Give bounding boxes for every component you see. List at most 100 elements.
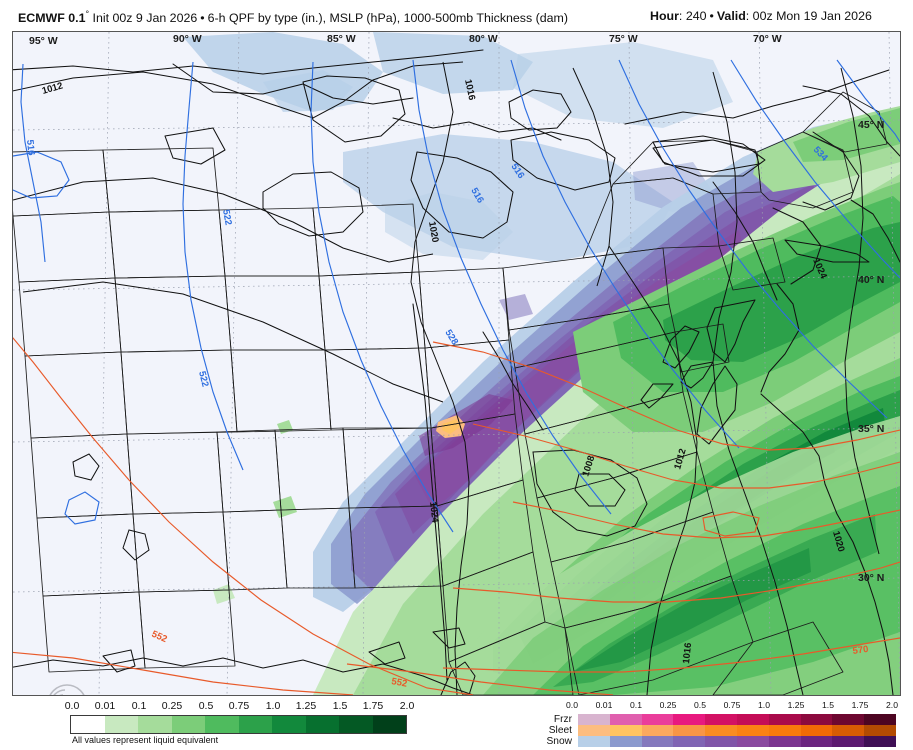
rain-tick-0: 0.0 [64,700,80,712]
frzr-swatch-8 [832,714,865,725]
sleet-legend-row: Sleet [494,725,906,736]
svg-text:1016: 1016 [681,642,694,664]
rain-legend-ticks: 0.0 0.01 0.1 0.25 0.5 0.75 1.0 1.25 1.5 … [12,700,460,714]
svg-text:1024: 1024 [427,501,441,524]
rain-tick-8: 1.5 [332,700,348,712]
type-tick-0: 0.0 [566,700,578,710]
svg-text:35° N: 35° N [858,423,884,435]
rain-tick-10: 2.0 [399,700,415,712]
snow-legend-row: Snow [494,736,906,747]
rain-swatch-0 [71,716,105,733]
rain-swatch-6 [272,716,306,733]
rain-tick-3: 0.25 [161,700,183,712]
title-left: ECMWF 0.1° Init 00z 9 Jan 2026 • 6-h QPF b… [18,9,568,25]
snow-label: Snow [546,736,572,747]
header-separator-1: • [200,11,205,26]
rain-swatch-8 [339,716,373,733]
svg-text:85° W: 85° W [327,33,356,45]
sleet-colorbar[interactable] [578,725,896,736]
sleet-swatch-2 [641,725,674,736]
hour-label: Hour [650,9,679,23]
type-tick-5: 0.75 [723,700,741,710]
valid-value: 00z Mon 19 Jan 2026 [752,9,872,23]
sleet-swatch-0 [578,725,610,736]
sleet-label: Sleet [548,725,572,736]
snow-swatch-3 [673,736,706,747]
type-tick-6: 1.0 [758,700,770,710]
thickness-warm-contours [13,337,900,695]
rain-swatch-4 [205,716,239,733]
rain-swatch-9 [372,716,406,733]
init-time: Init 00z 9 Jan 2026 [92,11,198,26]
model-name: ECMWF 0.1 [18,11,86,26]
svg-text:75° W: 75° W [609,33,638,45]
state-borders [13,91,888,695]
frzr-swatch-2 [641,714,674,725]
header-bar: ECMWF 0.1° Init 00z 9 Jan 2026 • 6-h QPF b… [0,0,913,31]
snow-swatch-0 [578,736,610,747]
rain-swatch-1 [104,716,138,733]
snow-swatch-7 [800,736,833,747]
frzr-colorbar[interactable] [578,714,896,725]
graticule [13,32,900,695]
svg-text:1020: 1020 [426,221,441,244]
frzr-swatch-7 [800,714,833,725]
svg-text:1016: 1016 [462,78,477,101]
frzr-swatch-3 [673,714,706,725]
frzr-swatch-6 [768,714,801,725]
type-tick-2: 0.1 [630,700,642,710]
rain-tick-2: 0.1 [131,700,147,712]
svg-text:70° W: 70° W [753,33,782,45]
rain-swatch-5 [238,716,272,733]
frzr-swatch-5 [736,714,769,725]
sleet-swatch-5 [736,725,769,736]
type-tick-8: 1.5 [822,700,834,710]
frzr-swatch-4 [705,714,737,725]
sleet-swatch-8 [832,725,865,736]
type-tick-3: 0.25 [659,700,677,710]
rain-swatch-3 [171,716,205,733]
snow-swatch-9 [864,736,896,747]
svg-text:90° W: 90° W [173,33,202,45]
rain-tick-6: 1.0 [265,700,281,712]
rain-tick-1: 0.01 [94,700,116,712]
hour-value: 240 [685,9,707,23]
svg-text:522: 522 [220,209,234,227]
snow-swatch-5 [736,736,769,747]
sleet-swatch-7 [800,725,833,736]
sleet-swatch-4 [705,725,737,736]
svg-text:570: 570 [852,644,869,657]
rain-tick-4: 0.5 [198,700,214,712]
type-tick-7: 1.25 [787,700,805,710]
type-tick-1: 0.01 [595,700,613,710]
degree-symbol: ° [85,9,90,19]
svg-text:80° W: 80° W [469,33,498,45]
sleet-swatch-9 [864,725,896,736]
snow-swatch-6 [768,736,801,747]
rain-tick-5: 0.75 [228,700,250,712]
frzr-label: Frzr [553,714,572,725]
svg-text:30° N: 30° N [858,572,884,584]
rain-tick-9: 1.75 [362,700,384,712]
sleet-swatch-6 [768,725,801,736]
snow-colorbar[interactable] [578,736,896,747]
sleet-swatch-3 [673,725,706,736]
snow-swatch-2 [641,736,674,747]
precip-type-legend: 0.0 0.01 0.1 0.25 0.5 0.75 1.0 1.25 1.5 … [494,700,906,750]
svg-text:45° N: 45° N [858,119,884,131]
frzr-swatch-1 [609,714,642,725]
coordinate-labels: 95° W 90° W 85° W 80° W 75° W 70° W 45° … [29,33,884,584]
sleet-qpf-shading [436,415,465,438]
type-tick-9: 1.75 [851,700,869,710]
frzr-legend-row: Frzr [494,714,906,725]
forecast-map[interactable]: 1012 1016 1024 1008 1012 1020 1016 1020 … [12,31,901,696]
rain-colorbar[interactable] [70,715,407,734]
type-tick-10: 2.0 [886,700,898,710]
rain-tick-7: 1.25 [295,700,317,712]
type-tick-4: 0.5 [694,700,706,710]
field-list: 6-h QPF by type (in.), MSLP (hPa), 1000-… [207,11,568,26]
svg-text:40° N: 40° N [858,274,884,286]
thickness-cold-contours [13,59,900,533]
rain-swatch-2 [138,716,172,733]
svg-text:552: 552 [390,676,408,690]
